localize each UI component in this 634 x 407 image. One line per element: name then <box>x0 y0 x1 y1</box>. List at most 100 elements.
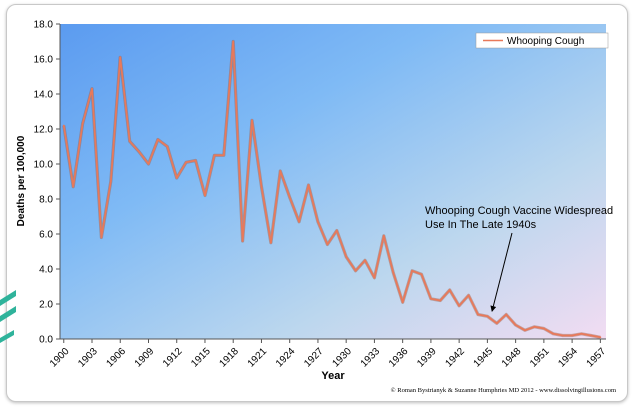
data-point <box>204 194 206 197</box>
data-point <box>345 255 348 258</box>
data-point <box>307 184 310 186</box>
x-tick-label: 1915 <box>189 346 213 370</box>
x-tick-label: 1936 <box>387 346 411 370</box>
x-tick-label: 1930 <box>330 346 354 370</box>
data-point <box>138 150 140 153</box>
x-tick-label: 1942 <box>443 346 467 370</box>
data-point <box>430 297 432 300</box>
data-point <box>486 315 489 318</box>
data-point <box>241 240 244 242</box>
data-point <box>514 324 517 326</box>
data-point <box>401 301 404 304</box>
x-tick-label: 1909 <box>133 346 157 370</box>
data-point <box>269 241 272 244</box>
x-tick-label: 1951 <box>528 346 552 370</box>
x-tick-label: 1945 <box>472 346 496 370</box>
x-axis-label: Year <box>321 370 345 382</box>
data-point <box>251 119 253 122</box>
data-point <box>91 87 93 90</box>
data-point <box>213 154 216 157</box>
legend-label: Whooping Cough <box>507 36 584 47</box>
data-point <box>260 185 263 188</box>
x-tick-label: 1924 <box>274 346 298 370</box>
data-point <box>524 329 526 332</box>
y-tick-label: 16.0 <box>34 55 54 66</box>
data-point <box>288 196 291 199</box>
y-tick-label: 0.0 <box>39 335 53 346</box>
data-point <box>599 336 602 339</box>
x-tick-label: 1906 <box>105 346 129 370</box>
data-point <box>590 334 592 337</box>
data-point <box>439 299 442 302</box>
data-point <box>147 163 150 165</box>
data-point <box>580 332 583 335</box>
data-point <box>279 170 282 172</box>
y-tick-label: 8.0 <box>39 195 53 206</box>
data-point <box>185 161 188 164</box>
data-point <box>477 313 479 316</box>
data-point <box>119 56 122 59</box>
data-point <box>505 313 508 316</box>
y-tick-label: 18.0 <box>34 20 54 31</box>
x-tick-label: 1918 <box>217 346 241 370</box>
data-point <box>72 185 75 188</box>
data-point <box>100 236 103 239</box>
annotation-line-1: Whooping Cough Vaccine Widespread <box>425 205 613 217</box>
data-point <box>166 145 169 148</box>
x-tick-label: 1903 <box>76 346 100 370</box>
data-point <box>448 289 451 291</box>
x-tick-label: 1912 <box>161 346 185 370</box>
x-tick-label: 1927 <box>302 346 326 370</box>
data-point <box>533 325 536 328</box>
annotation: Whooping Cough Vaccine Widespread Use In… <box>425 205 613 312</box>
data-point <box>175 177 178 179</box>
y-tick-label: 10.0 <box>34 160 54 171</box>
data-point <box>364 259 366 262</box>
data-point <box>542 327 545 330</box>
y-axis-label: Deaths per 100,000 <box>16 135 27 226</box>
data-point <box>81 122 84 125</box>
data-point <box>232 40 235 43</box>
y-tick-label: 2.0 <box>39 300 53 311</box>
y-tick-label: 4.0 <box>39 265 53 276</box>
x-tick-label: 1921 <box>246 346 270 370</box>
data-point <box>335 229 338 232</box>
data-point <box>298 220 301 223</box>
data-point <box>373 276 376 279</box>
x-tick-label: 1933 <box>359 346 383 370</box>
x-tick-label: 1948 <box>500 346 524 370</box>
data-point <box>561 334 564 337</box>
x-tick-label: 1954 <box>556 346 580 370</box>
data-point <box>222 154 225 157</box>
data-point <box>458 304 461 307</box>
data-point <box>317 220 319 223</box>
data-point <box>571 334 574 337</box>
plot-area <box>60 24 606 339</box>
data-point <box>157 138 159 141</box>
copyright-credit: © Roman Bystrianyk & Suzanne Humphries M… <box>391 387 616 394</box>
data-point <box>326 243 329 246</box>
data-point <box>392 271 395 274</box>
data-point <box>382 234 385 237</box>
y-tick-label: 6.0 <box>39 230 53 241</box>
y-tick-label: 12.0 <box>34 125 54 136</box>
y-tick-label: 14.0 <box>34 90 54 101</box>
data-point <box>194 159 197 162</box>
annotation-arrow <box>490 232 513 312</box>
data-point <box>467 294 470 297</box>
data-point <box>62 124 65 127</box>
x-tick-label: 1957 <box>585 346 609 370</box>
legend: Whooping Cough <box>475 32 609 49</box>
x-tick-label: 1939 <box>415 346 439 370</box>
annotation-line-2: Use In The Late 1940s <box>425 219 537 231</box>
data-point <box>552 332 555 335</box>
data-point <box>495 322 498 325</box>
x-tick-label: 1900 <box>48 346 72 370</box>
decorative-stripes <box>0 290 16 343</box>
data-point <box>354 269 357 272</box>
data-point <box>109 180 112 183</box>
data-point <box>411 269 413 272</box>
legend-box <box>475 32 609 49</box>
series-line-whooping-cough <box>62 40 601 339</box>
